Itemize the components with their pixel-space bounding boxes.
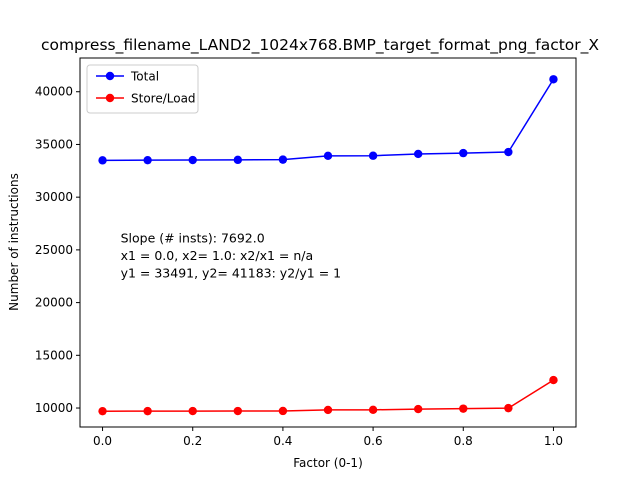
data-point-total bbox=[323, 151, 333, 161]
legend-marker bbox=[105, 71, 115, 81]
data-point-store-load bbox=[368, 405, 378, 415]
y-tick-label: 20000 bbox=[35, 296, 73, 310]
data-point-store-load bbox=[459, 404, 468, 413]
legend-label: Total bbox=[130, 70, 159, 84]
y-tick-label: 10000 bbox=[35, 401, 73, 415]
data-point-total bbox=[233, 155, 243, 165]
data-point-store-load bbox=[504, 403, 513, 413]
data-point-total bbox=[413, 149, 423, 159]
data-point-total bbox=[143, 155, 152, 165]
data-point-store-load bbox=[278, 406, 288, 416]
data-point-total bbox=[459, 148, 468, 158]
legend: Total Store/Load bbox=[86, 64, 199, 114]
data-point-store-load bbox=[413, 404, 423, 414]
y-tick-label: 15000 bbox=[35, 348, 73, 362]
y-axis: 10000 15000 20000 25000 30000 35000 40000 bbox=[35, 85, 80, 415]
y-tick-label: 40000 bbox=[35, 85, 73, 99]
data-point-store-load bbox=[143, 406, 152, 416]
data-point-store-load bbox=[188, 406, 197, 416]
x-tick-label: 1.0 bbox=[544, 434, 563, 448]
data-point-total bbox=[504, 147, 513, 157]
annotation-line: y1 = 33491, y2= 41183: y2/y1 = 1 bbox=[121, 266, 342, 281]
x-axis: 0.0 0.2 0.4 0.6 0.8 1.0 bbox=[93, 427, 563, 448]
y-tick-label: 30000 bbox=[35, 190, 73, 204]
x-tick-label: 0.8 bbox=[454, 434, 473, 448]
data-point-store-load bbox=[549, 375, 558, 385]
x-tick-label: 0.0 bbox=[93, 434, 112, 448]
x-tick-label: 0.6 bbox=[364, 434, 383, 448]
data-point-total bbox=[98, 156, 107, 165]
x-tick-label: 0.4 bbox=[273, 434, 292, 448]
data-point-total bbox=[278, 155, 288, 164]
legend-marker bbox=[105, 93, 115, 103]
data-point-store-load bbox=[233, 406, 243, 416]
y-tick-label: 35000 bbox=[35, 137, 73, 151]
annotation-line: x1 = 0.0, x2= 1.0: x2/x1 = n/a bbox=[121, 248, 314, 263]
legend-label: Store/Load bbox=[131, 92, 196, 106]
slope-annotation: Slope (# insts): 7692.0 x1 = 0.0, x2= 1.0… bbox=[121, 231, 342, 281]
x-axis-label: Factor (0-1) bbox=[293, 456, 363, 470]
plot-frame bbox=[79, 57, 577, 428]
annotation-line: Slope (# insts): 7692.0 bbox=[121, 231, 265, 246]
x-tick-label: 0.2 bbox=[183, 434, 202, 448]
y-tick-label: 25000 bbox=[35, 243, 73, 257]
data-point-total bbox=[549, 75, 558, 84]
y-axis-label: Number of instructions bbox=[7, 173, 21, 311]
chart-title: compress_filename_LAND2_1024x768.BMP_tar… bbox=[41, 36, 599, 55]
legend-box bbox=[86, 64, 199, 114]
data-point-total bbox=[368, 151, 378, 160]
data-point-total bbox=[188, 155, 197, 165]
data-point-store-load bbox=[98, 406, 107, 416]
plot-content bbox=[98, 75, 558, 416]
data-point-store-load bbox=[323, 405, 333, 415]
